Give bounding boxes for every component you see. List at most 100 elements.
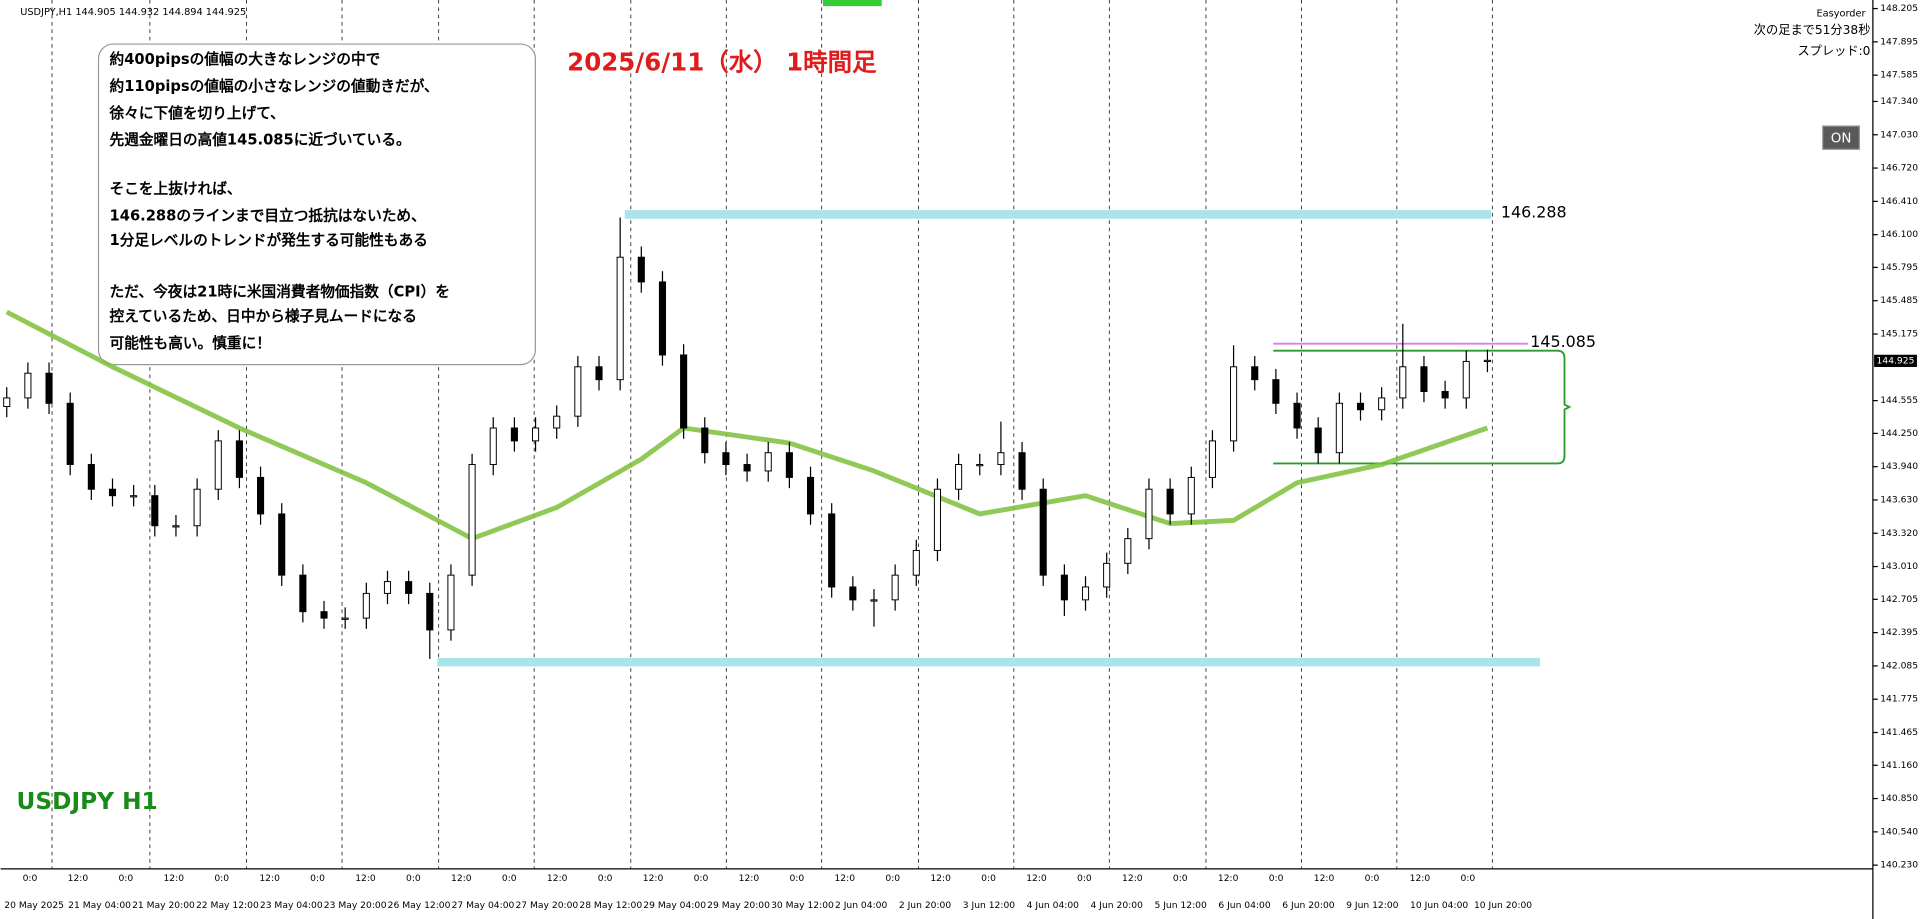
candle-body	[24, 372, 32, 399]
date-label: 2 Jun 04:00	[835, 900, 888, 911]
date-label: 20 May 2025	[4, 900, 64, 911]
time-label: 12:0	[1410, 873, 1431, 884]
y-tick-label: 140.230	[1880, 860, 1918, 871]
candle-body	[532, 427, 540, 442]
candle-body	[362, 592, 370, 619]
time-label: 12:0	[1122, 873, 1143, 884]
time-label: 12:0	[834, 873, 855, 884]
candle-body	[1124, 538, 1132, 564]
candle-body	[1145, 488, 1153, 540]
candle-body	[172, 525, 180, 528]
candle-body	[785, 452, 793, 478]
date-label: 27 May 20:00	[515, 900, 578, 911]
candle-body	[510, 427, 518, 442]
y-tick-label: 143.320	[1880, 528, 1918, 539]
date-label: 4 Jun 20:00	[1091, 900, 1144, 911]
y-tick-label: 140.540	[1880, 826, 1918, 837]
date-label: 30 May 12:00	[771, 900, 834, 911]
time-label: 0:0	[502, 873, 517, 884]
time-label: 0:0	[885, 873, 900, 884]
candle-body	[341, 617, 349, 620]
price-tag-label: 144.925	[1877, 355, 1915, 366]
time-label: 12:0	[451, 873, 472, 884]
candle-body	[489, 427, 497, 466]
candle-body	[235, 440, 243, 478]
candle-body	[278, 513, 286, 576]
note-line: ただ、今夜は21時に米国消費者物価指数（CPI）を	[110, 282, 450, 300]
candle-body	[1103, 562, 1111, 588]
candle-body	[828, 513, 836, 588]
date-label: 10 Jun 04:00	[1410, 900, 1468, 911]
candle-body	[66, 402, 74, 466]
candle-body	[1272, 379, 1280, 404]
time-label: 0:0	[214, 873, 229, 884]
y-tick-label: 141.775	[1880, 694, 1918, 705]
top-marker	[822, 0, 882, 7]
candle-body	[214, 440, 222, 490]
candle-body	[87, 464, 95, 490]
candle-body	[722, 452, 730, 466]
candle-body	[701, 427, 709, 454]
note-line: 1分足レベルのトレンドが発生する可能性もある	[110, 231, 428, 249]
note-line: 可能性も高い。慎重に！	[110, 334, 271, 352]
candle-body	[426, 592, 434, 631]
candle-body	[1483, 359, 1491, 363]
candle-body	[405, 581, 413, 594]
note-box	[97, 43, 536, 366]
candle-body	[130, 495, 138, 498]
date-label: 23 May 20:00	[324, 900, 387, 911]
note-line: 先週金曜日の高値145.085に近づいている。	[110, 131, 411, 149]
y-tick-label: 142.395	[1880, 627, 1918, 638]
time-label: 0:0	[1460, 873, 1475, 884]
time-label: 0:0	[406, 873, 421, 884]
y-tick-label: 146.720	[1880, 163, 1918, 174]
time-label: 12:0	[1314, 873, 1335, 884]
time-label: 12:0	[1218, 873, 1239, 884]
candle-body	[193, 488, 201, 527]
candle-body	[257, 476, 265, 515]
candle-body	[574, 366, 582, 417]
candle-body	[1378, 397, 1386, 411]
note-line: 約110pipsの値幅の小さなレンジの値動きだが、	[110, 77, 439, 95]
candle-body	[849, 586, 857, 601]
candle-body	[1039, 488, 1047, 576]
on-button-label[interactable]: ON	[1831, 131, 1852, 146]
candle-body	[1081, 586, 1090, 601]
time-label: 0:0	[310, 873, 325, 884]
spread: スプレッド:0	[1797, 44, 1870, 58]
time-label: 12:0	[643, 873, 664, 884]
y-tick-label: 140.850	[1880, 793, 1918, 804]
date-label: 22 May 12:00	[196, 900, 259, 911]
candle-body	[1441, 390, 1449, 399]
candle-body	[468, 464, 476, 576]
candle-body	[1251, 366, 1259, 381]
time-label: 12:0	[259, 873, 280, 884]
candle-body	[1356, 402, 1365, 411]
candle-body	[933, 488, 941, 551]
date-label: 26 May 12:00	[388, 900, 451, 911]
candle-body	[637, 256, 645, 283]
note-line: 徐々に下値を切り上げて、	[109, 104, 285, 122]
candle-body	[1187, 476, 1195, 515]
candle-body	[1399, 366, 1407, 399]
y-tick-label: 146.100	[1880, 229, 1918, 240]
time-label: 12:0	[1026, 873, 1047, 884]
on-button[interactable]	[1822, 125, 1861, 150]
time-label: 12:0	[355, 873, 376, 884]
candle-body	[658, 281, 667, 356]
time-label: 0:0	[1077, 873, 1092, 884]
candle-body	[891, 574, 899, 601]
time-label: 0:0	[118, 873, 133, 884]
broker: Easyorder	[1816, 8, 1866, 19]
y-tick-label: 142.085	[1880, 660, 1918, 671]
note-line: そこを上抜ければ、	[110, 180, 242, 198]
time-label: 0:0	[789, 873, 804, 884]
candle-body	[299, 574, 307, 613]
y-tick-label: 146.410	[1880, 196, 1918, 207]
time-label: 0:0	[1173, 873, 1188, 884]
candle-body	[912, 549, 920, 576]
time-label: 0:0	[598, 873, 613, 884]
note-text: 約400pipsの値幅の大きなレンジの中で約110pipsの値幅の小さなレンジの…	[109, 50, 450, 352]
date-label: 28 May 12:00	[579, 900, 642, 911]
